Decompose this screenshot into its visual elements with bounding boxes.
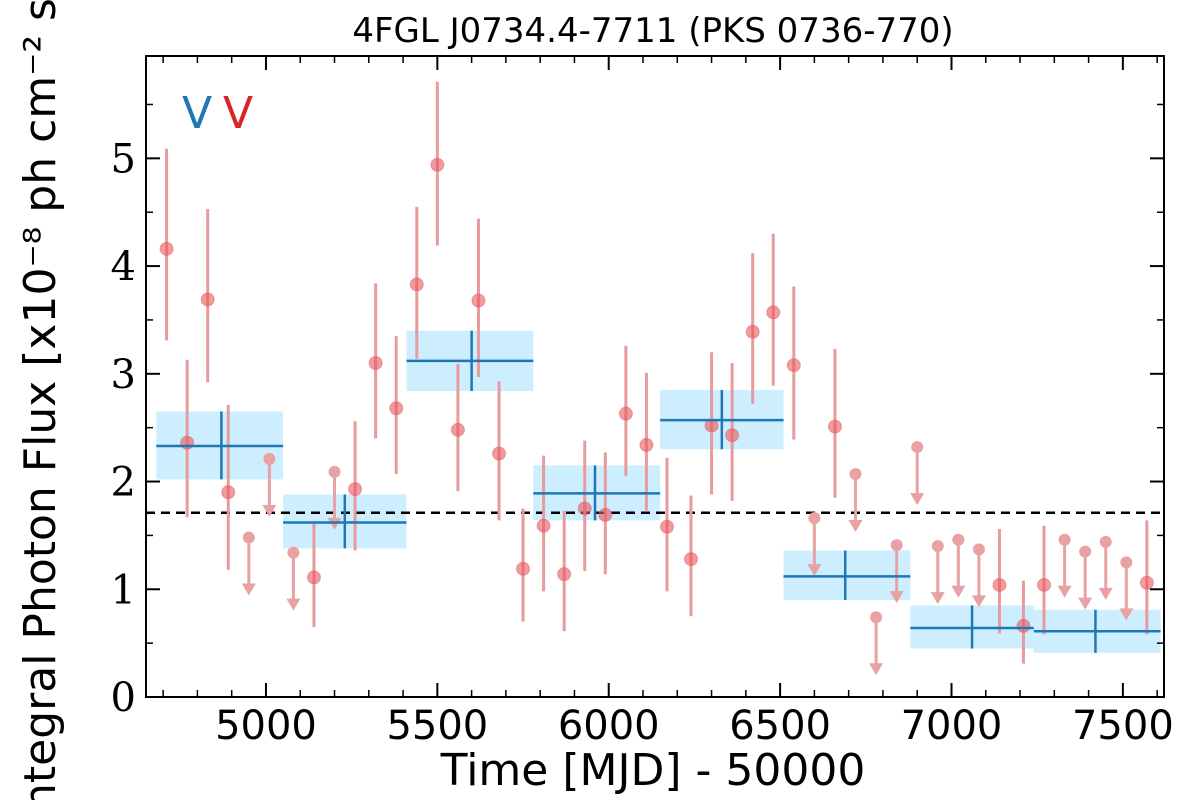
detection-point — [221, 485, 236, 500]
detection-point — [992, 577, 1007, 592]
x-tick-label: 7500 — [1072, 703, 1174, 749]
detection-point — [725, 428, 740, 443]
detection-point — [1016, 618, 1031, 633]
detection-point — [659, 519, 674, 534]
detection-point — [557, 567, 572, 582]
x-axis-label: Time [MJD] - 50000 — [440, 745, 866, 796]
upper-limit-point — [952, 533, 965, 546]
detection-point — [516, 561, 531, 576]
x-tick-label: 5500 — [386, 703, 488, 749]
detection-point — [159, 241, 174, 256]
y-tick-label: 1 — [111, 567, 136, 613]
detection-point — [1037, 577, 1052, 592]
plot-frame — [145, 55, 1165, 698]
upper-limit-arrow — [1057, 585, 1072, 598]
detection-point — [577, 501, 592, 516]
upper-limit-arrow — [286, 598, 301, 611]
upper-limit-arrow — [889, 591, 904, 604]
upper-limit-point — [1120, 556, 1133, 569]
upper-limit-point — [328, 465, 341, 478]
x-tick-label: 5000 — [215, 703, 317, 749]
y-tick-label: 0 — [111, 675, 136, 721]
detection-point — [492, 446, 507, 461]
bin-lines-layer — [156, 330, 1161, 653]
detection-point — [536, 518, 551, 533]
upper-limit-point — [911, 441, 924, 454]
y-tick-label: 5 — [111, 136, 136, 182]
detection-point — [450, 422, 465, 437]
bins-layer — [156, 330, 1161, 653]
upper-limit-arrow — [930, 592, 945, 605]
detection-point — [598, 507, 613, 522]
x-tick-label: 6500 — [729, 703, 831, 749]
upper-limit-arrow — [1119, 608, 1134, 621]
y-tick-label: 4 — [111, 244, 136, 290]
upper-limit-point — [890, 539, 903, 552]
upper-limit-arrow — [951, 585, 966, 598]
upper-limit-point — [1099, 535, 1112, 548]
upper-limit-point — [849, 467, 862, 480]
upper-limit-point — [931, 540, 944, 553]
upper-limits-layer — [241, 441, 1134, 676]
ticks-layer — [146, 56, 1164, 698]
detection-point — [306, 570, 321, 585]
y-tick-label: 2 — [111, 460, 136, 506]
upper-limit-arrow — [1078, 597, 1093, 610]
detection-point — [389, 401, 404, 416]
points-layer — [159, 157, 1154, 633]
x-tick-label: 7000 — [901, 703, 1003, 749]
upper-limit-arrow — [241, 583, 256, 596]
detection-point — [200, 292, 215, 307]
detection-point — [639, 437, 654, 452]
x-tick-label: 6000 — [558, 703, 660, 749]
detection-point — [180, 435, 195, 450]
tick-labels-layer: 5000 5500 6000 6500 7000 7500 0 1 2 3 4 5 — [111, 136, 1174, 749]
y-axis-label: Integral Photon Flux [x10⁻⁸ ph cm⁻² s⁻¹] — [15, 0, 66, 800]
detection-point — [430, 157, 445, 172]
upper-limit-point — [287, 546, 300, 559]
upper-limit-arrow — [1098, 587, 1113, 600]
upper-limit-point — [1058, 533, 1071, 546]
upper-limit-point — [870, 611, 883, 624]
detection-point — [368, 356, 383, 371]
detection-point — [827, 419, 842, 434]
marker-v-letter: V — [223, 88, 253, 139]
detection-point — [766, 305, 781, 320]
upper-limit-arrow — [327, 517, 342, 530]
upper-limit-arrow — [910, 493, 925, 506]
chart-title: 4FGL J0734.4-7711 (PKS 0736-770) — [352, 11, 953, 51]
marker-v-letter: V — [182, 88, 212, 139]
detection-point — [683, 552, 698, 567]
y-tick-label: 3 — [111, 352, 136, 398]
upper-limit-point — [242, 531, 255, 544]
detection-point — [618, 406, 633, 421]
upper-limit-point — [1079, 545, 1092, 558]
upper-limit-point — [972, 543, 985, 556]
upper-limit-arrow — [807, 564, 822, 577]
upper-limit-arrow — [848, 519, 863, 532]
detection-point — [348, 482, 363, 497]
detection-point — [786, 358, 801, 373]
upper-limit-arrow — [971, 595, 986, 608]
detection-point — [745, 324, 760, 339]
detection-point — [409, 277, 424, 292]
upper-limit-arrow — [869, 663, 884, 676]
upper-limit-point — [808, 512, 821, 525]
detection-point — [1139, 575, 1154, 590]
detection-point — [471, 293, 486, 308]
upper-limit-arrow — [262, 504, 277, 517]
upper-limit-point — [263, 452, 276, 465]
